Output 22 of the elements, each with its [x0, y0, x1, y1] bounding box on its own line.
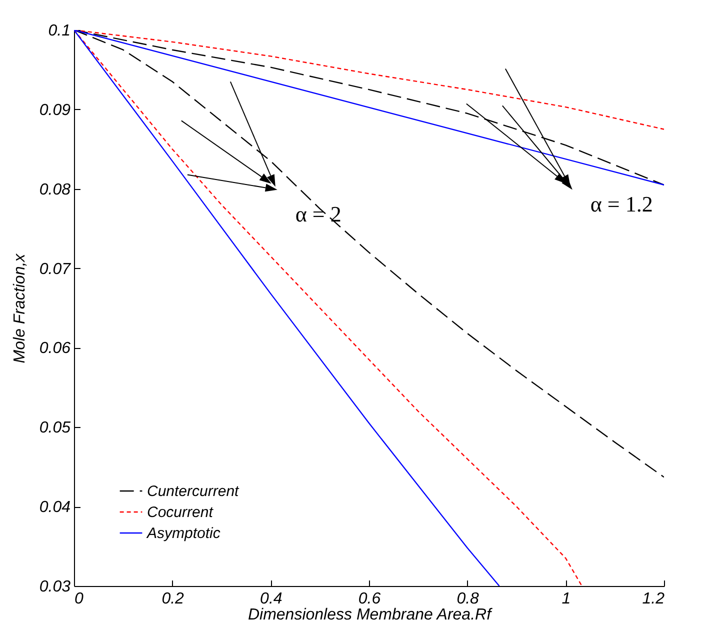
x-axis-title: Dimensionless Membrane Area.Rf [248, 606, 493, 624]
y-tick-label: 0.1 [48, 22, 70, 40]
y-tick-label: 0.09 [39, 102, 71, 119]
x-tick-label: 0.6 [358, 590, 381, 608]
legend-label: Cocurrent [147, 504, 214, 521]
x-tick-label: 0.4 [260, 590, 282, 608]
y-tick-label: 0.06 [39, 340, 71, 358]
y-tick-label: 0.05 [39, 420, 71, 437]
y-tick-label: 0.03 [39, 578, 71, 596]
y-axis-title: Mole Fraction,x [11, 252, 28, 364]
x-tick-label: 1 [562, 590, 571, 608]
y-tick-label: 0.07 [39, 260, 72, 278]
legend-label: Cuntercurrent [147, 483, 240, 500]
y-tick-label: 0.08 [39, 181, 71, 198]
annotation: α = 1.2 [590, 192, 653, 217]
x-tick-label: 0.8 [456, 590, 480, 608]
x-tick-label: 1.2 [642, 590, 665, 608]
legend-label: Asymptotic [146, 525, 221, 542]
x-tick-label: 0 [74, 590, 84, 608]
annotation: α = 2 [295, 202, 342, 227]
y-tick-label: 0.04 [39, 499, 71, 516]
x-tick-label: 0.2 [162, 590, 184, 608]
